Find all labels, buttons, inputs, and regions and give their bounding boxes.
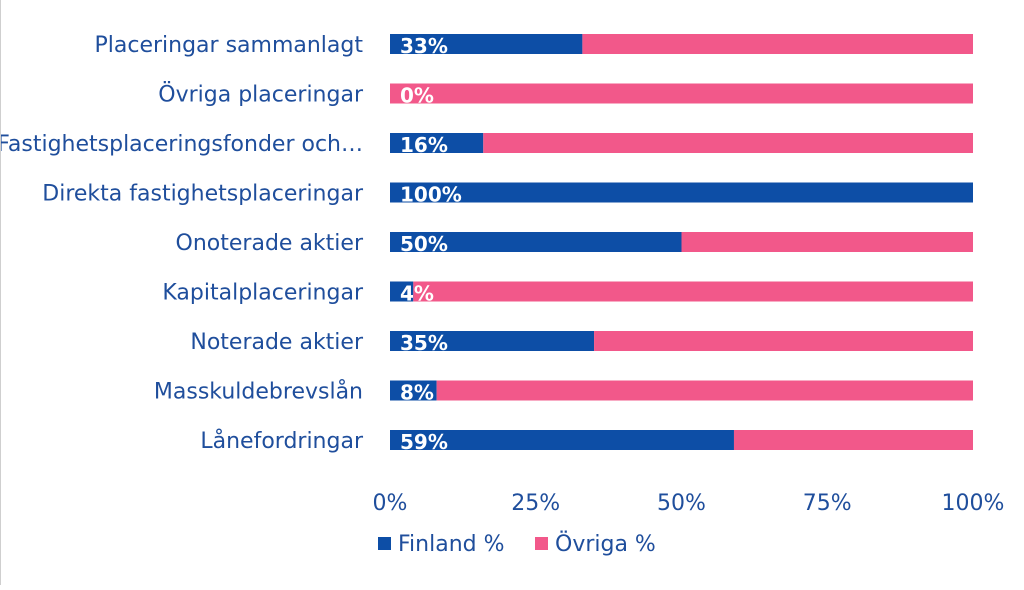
bar-ovriga — [436, 380, 973, 401]
bar-finland — [390, 182, 973, 203]
bar-finland — [390, 331, 595, 351]
data-label: 4% — [400, 282, 434, 306]
bar-ovriga — [413, 281, 973, 302]
category-label: Fastighetsplaceringsfonder och… — [1, 132, 363, 157]
legend-swatch — [378, 537, 391, 550]
legend-swatch — [535, 537, 548, 550]
data-label: 35% — [400, 331, 448, 355]
x-tick-label: 100% — [942, 491, 1005, 516]
bar-ovriga — [483, 133, 973, 153]
bar-finland — [390, 232, 682, 252]
bar-ovriga — [390, 83, 973, 104]
bar-ovriga — [681, 232, 973, 252]
data-label: 59% — [400, 430, 448, 454]
x-tick-label: 25% — [511, 491, 560, 516]
category-label: Direkta fastighetsplaceringar — [42, 182, 364, 207]
data-label: 100% — [400, 183, 462, 207]
bar-ovriga — [733, 430, 973, 450]
x-tick-label: 75% — [803, 491, 852, 516]
bar-finland — [390, 380, 437, 401]
data-label: 50% — [400, 232, 448, 256]
x-tick-label: 50% — [657, 491, 706, 516]
legend-label: Övriga % — [555, 531, 656, 557]
category-label: Masskuldebrevslån — [154, 379, 363, 405]
bar-finland — [390, 430, 734, 450]
data-label: 0% — [400, 84, 434, 108]
category-label: Noterade aktier — [190, 330, 364, 355]
bar-finland — [390, 133, 484, 153]
bar-finland — [390, 281, 414, 302]
bar-finland — [390, 34, 583, 54]
bar-ovriga — [594, 331, 973, 351]
data-label: 16% — [400, 133, 448, 157]
category-label: Övriga placeringar — [158, 82, 364, 108]
data-label: 33% — [400, 34, 448, 58]
category-label: Onoterade aktier — [176, 231, 364, 256]
bar-ovriga — [582, 34, 973, 54]
legend-label: Finland % — [398, 532, 505, 557]
category-label: Lånefordringar — [200, 428, 364, 454]
data-label: 8% — [400, 381, 434, 405]
category-label: Placeringar sammanlagt — [95, 33, 364, 58]
category-label: Kapitalplaceringar — [162, 281, 364, 306]
x-tick-label: 0% — [373, 491, 408, 516]
